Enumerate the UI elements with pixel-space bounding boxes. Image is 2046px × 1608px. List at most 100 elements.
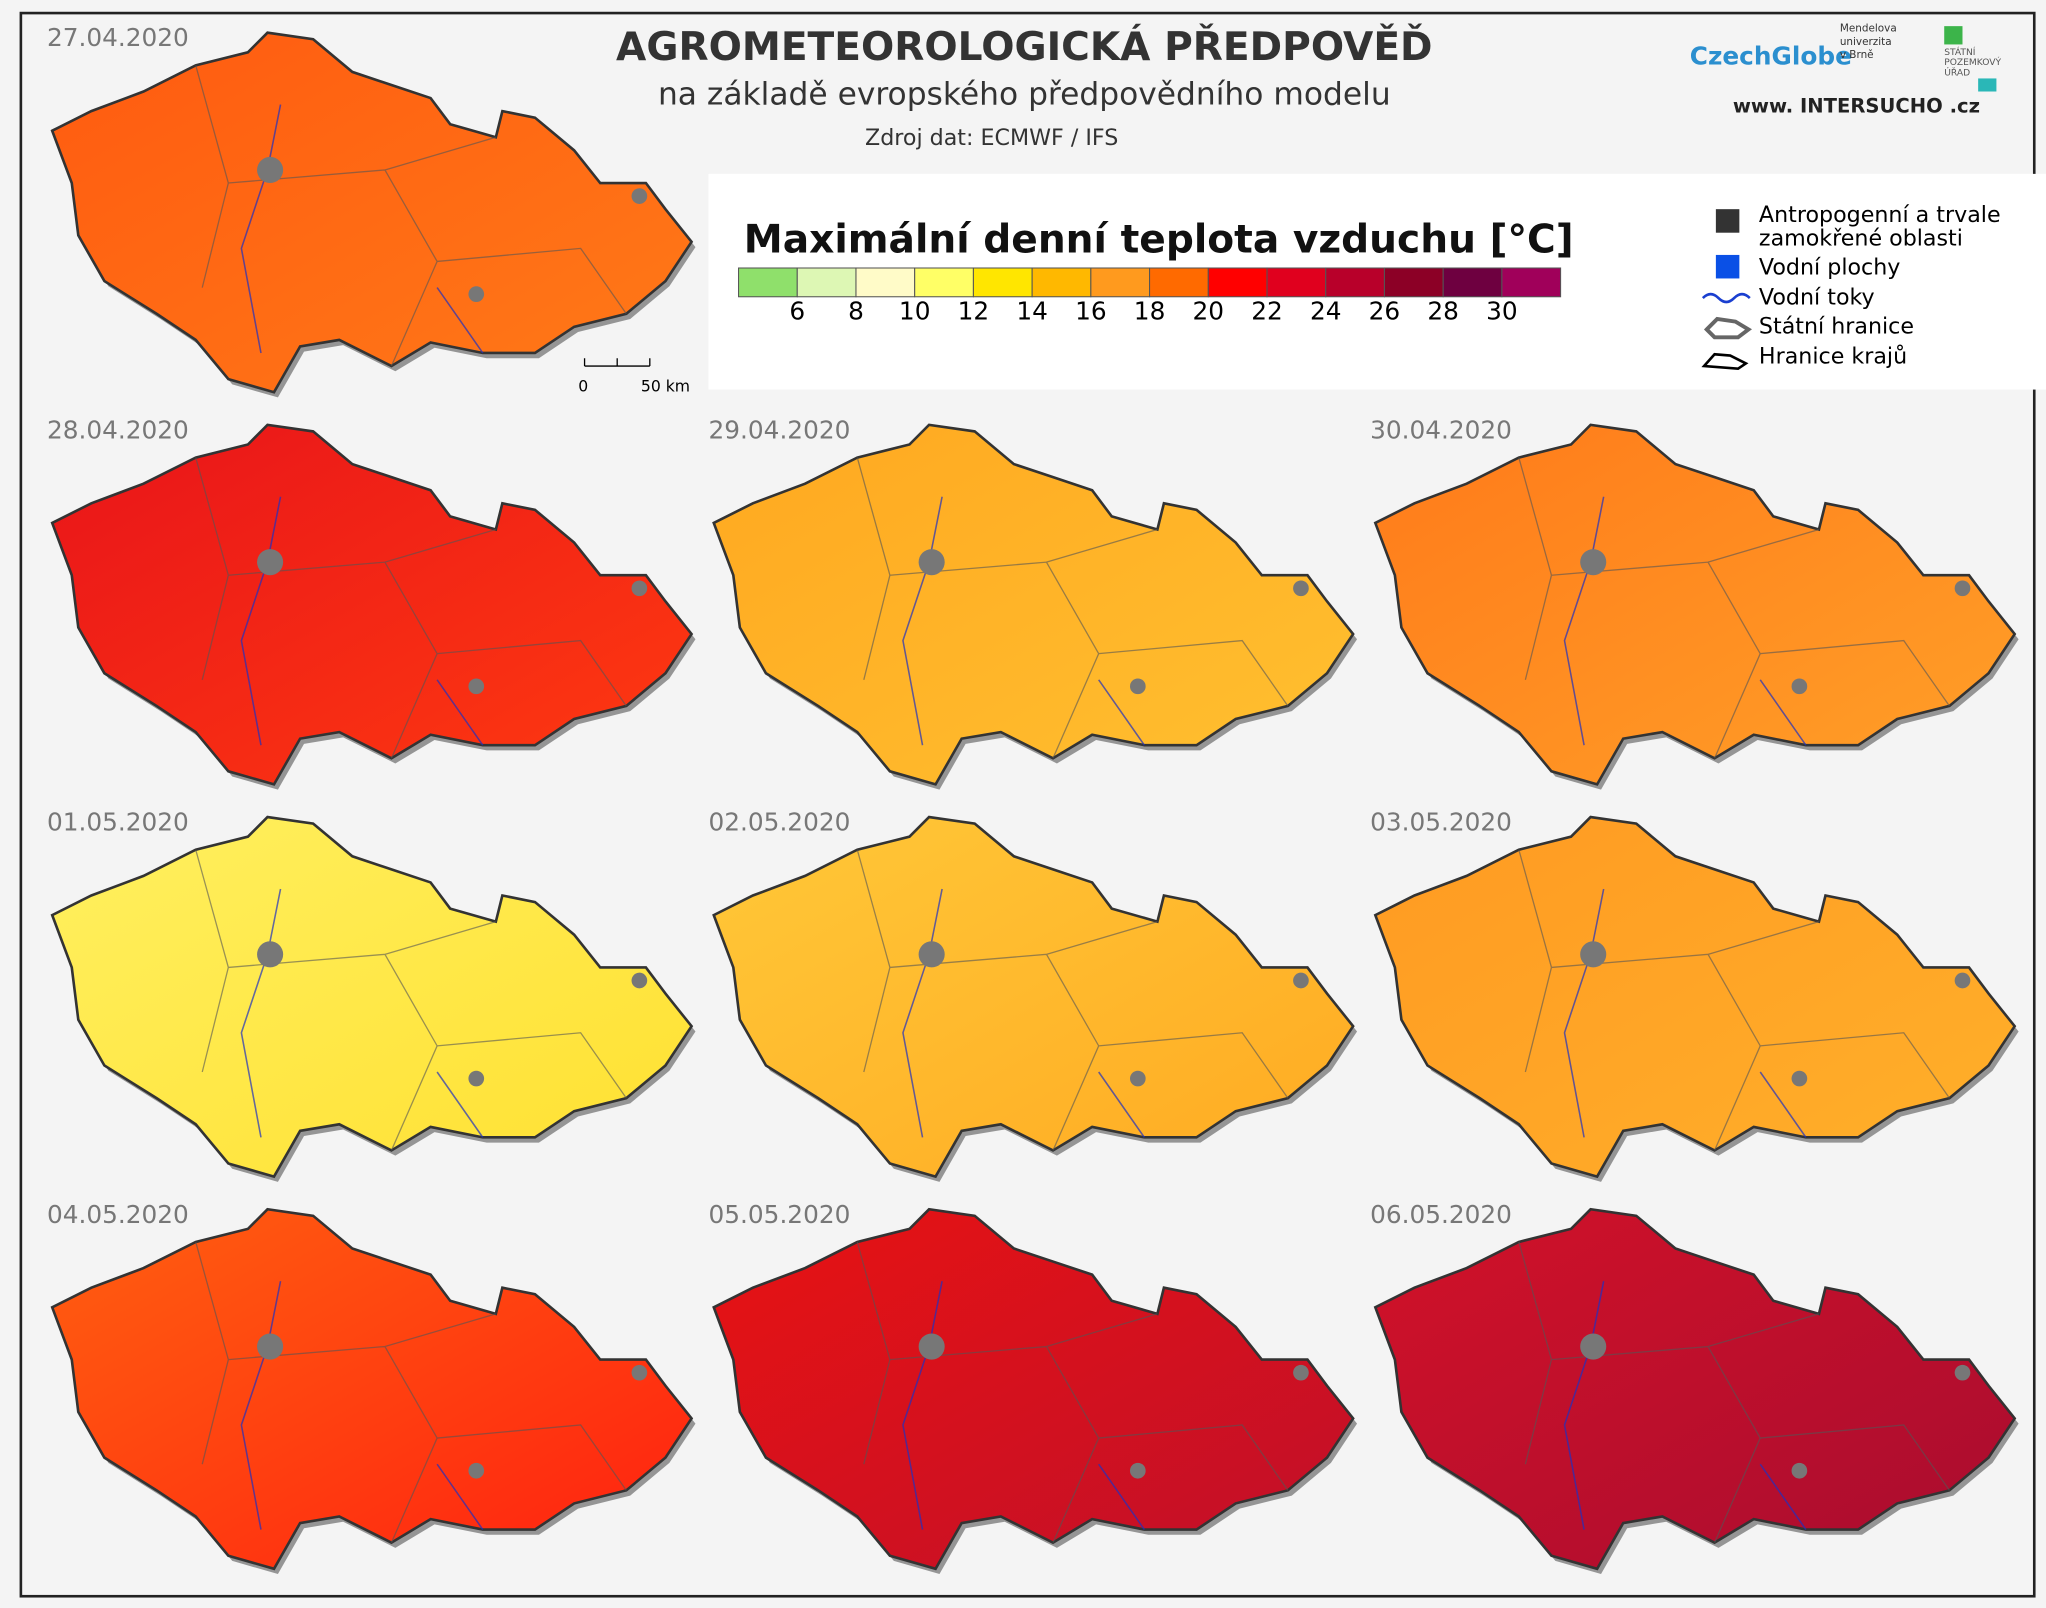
river bbox=[1563, 496, 1807, 746]
logo-mendel: univerzita bbox=[1840, 36, 1892, 48]
city bbox=[918, 941, 945, 968]
map-date: 04.05.2020 bbox=[47, 1200, 189, 1229]
colorbar-label: 10 bbox=[899, 296, 931, 325]
legend-item: Vodní plochy bbox=[1759, 254, 1900, 280]
city bbox=[631, 188, 648, 204]
map-grid: 27.04.2020 28.04.2020 29.04.2020 30.04.2020… bbox=[47, 23, 2019, 1575]
map-date: 06.05.2020 bbox=[1370, 1200, 1512, 1229]
region-borders bbox=[1518, 457, 1950, 759]
city bbox=[257, 549, 284, 576]
city bbox=[1293, 972, 1309, 989]
logo-spu: POZEMKOVÝ bbox=[1944, 56, 2001, 68]
city bbox=[1129, 1070, 1146, 1087]
source: Zdroj dat: ECMWF / IFS bbox=[865, 125, 1118, 151]
city bbox=[631, 1364, 648, 1381]
map bbox=[50, 1207, 696, 1575]
city bbox=[1580, 549, 1607, 576]
region-borders bbox=[856, 849, 1289, 1151]
legend-swatch bbox=[1715, 209, 1740, 233]
river bbox=[240, 496, 484, 746]
region-borders bbox=[195, 457, 627, 759]
colorbar-label: 30 bbox=[1486, 296, 1518, 325]
river bbox=[1563, 1281, 1807, 1531]
map bbox=[1374, 815, 2019, 1182]
colorbar-label: 26 bbox=[1369, 296, 1401, 325]
scale-label: 50 km bbox=[641, 376, 690, 395]
colorbar-bin bbox=[1266, 267, 1327, 298]
frame bbox=[19, 11, 2036, 1598]
scale-bar bbox=[583, 358, 651, 367]
colorbar-bin bbox=[1207, 267, 1268, 298]
city bbox=[918, 1333, 945, 1360]
legend-title: Maximální denní teplota vzduchu [°C] bbox=[744, 217, 1574, 262]
logo-spu-mark bbox=[1978, 78, 1997, 92]
colorbar-bin bbox=[855, 267, 916, 298]
city bbox=[1954, 1364, 1971, 1381]
city bbox=[1791, 678, 1808, 695]
city bbox=[257, 156, 284, 184]
city bbox=[1129, 1462, 1146, 1479]
river bbox=[1563, 888, 1807, 1138]
city bbox=[1293, 580, 1309, 597]
colorbar-label: 18 bbox=[1134, 296, 1166, 325]
city bbox=[1293, 1364, 1309, 1381]
colorbar-label: 20 bbox=[1193, 296, 1225, 325]
map bbox=[50, 31, 696, 398]
river bbox=[902, 888, 1145, 1138]
logo-spu: STÁTNÍ bbox=[1944, 46, 1976, 58]
colorbar-bin bbox=[1031, 267, 1092, 298]
city bbox=[257, 941, 284, 968]
logo-czechglobe: CzechGlobe bbox=[1690, 42, 1852, 71]
city bbox=[1580, 941, 1607, 968]
city bbox=[1580, 1333, 1607, 1360]
region-borders bbox=[856, 1241, 1289, 1543]
colorbar-label: 14 bbox=[1016, 296, 1048, 325]
colorbar-bin bbox=[1442, 267, 1503, 298]
city bbox=[468, 678, 485, 695]
colorbar-bin bbox=[1090, 267, 1151, 298]
river bbox=[240, 888, 484, 1138]
colorbar-label: 6 bbox=[789, 296, 805, 325]
city bbox=[1129, 678, 1146, 695]
region-borders bbox=[195, 65, 627, 367]
colorbar-label: 16 bbox=[1075, 296, 1107, 325]
city bbox=[468, 286, 485, 302]
legend-item: zamokřené oblasti bbox=[1759, 226, 1963, 252]
colorbar-label: 28 bbox=[1427, 296, 1459, 325]
title: AGROMETEOROLOGICKÁ PŘEDPOVĚĎ bbox=[616, 23, 1432, 70]
logo-mendel: v Brně bbox=[1840, 49, 1874, 61]
legend-swatch bbox=[1715, 254, 1740, 279]
colorbar-bin bbox=[1501, 267, 1562, 298]
colorbar-label: 8 bbox=[848, 296, 864, 325]
map-date: 27.04.2020 bbox=[47, 23, 189, 52]
colorbar-label: 12 bbox=[958, 296, 990, 325]
colorbar-bin bbox=[972, 267, 1033, 298]
legend-swatch bbox=[1703, 316, 1752, 340]
map-date: 03.05.2020 bbox=[1370, 808, 1512, 837]
colorbar-bin bbox=[1383, 267, 1444, 298]
river bbox=[902, 496, 1145, 746]
map bbox=[1374, 423, 2019, 790]
legend-swatch bbox=[1701, 292, 1751, 304]
map-date: 01.05.2020 bbox=[47, 808, 189, 837]
colorbar-label: 22 bbox=[1251, 296, 1283, 325]
region-borders bbox=[195, 1241, 627, 1543]
legend-item: Státní hranice bbox=[1759, 313, 1914, 339]
city bbox=[257, 1333, 284, 1360]
map-date: 05.05.2020 bbox=[709, 1200, 851, 1229]
city bbox=[631, 580, 648, 597]
region-borders bbox=[1518, 849, 1950, 1151]
river bbox=[240, 1281, 484, 1531]
region-borders bbox=[1518, 1241, 1950, 1543]
legend-item: Hranice krajů bbox=[1759, 342, 1907, 369]
logo-url: www. INTERSUCHO .cz bbox=[1733, 95, 1980, 118]
logo-spu: ÚŘAD bbox=[1944, 67, 1970, 79]
legend-item: Antropogenní a trvale bbox=[1759, 202, 2001, 228]
colorbar-bin bbox=[738, 267, 798, 298]
map-date: 30.04.2020 bbox=[1370, 415, 1512, 444]
river bbox=[902, 1281, 1145, 1531]
map-date: 02.05.2020 bbox=[709, 808, 851, 837]
map-date: 29.04.2020 bbox=[709, 415, 851, 444]
city bbox=[1791, 1462, 1808, 1479]
